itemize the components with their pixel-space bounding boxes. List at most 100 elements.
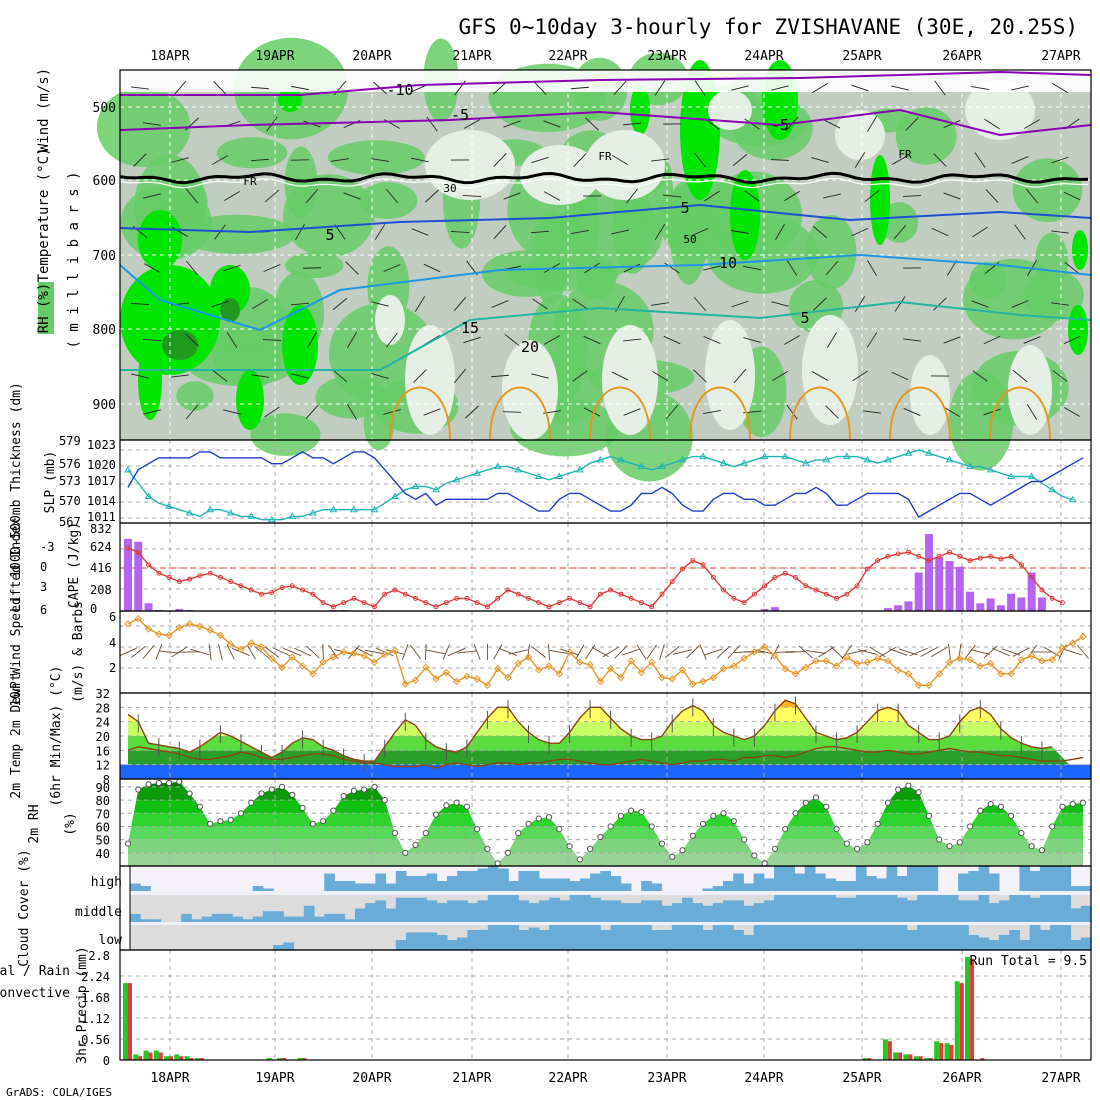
cape-bar [945, 561, 954, 611]
wind-speed-point [452, 677, 461, 686]
precip-tick-label: 1.12 [81, 1012, 110, 1026]
date-label-top: 21APR [452, 49, 491, 64]
thickness-point [185, 509, 194, 516]
cloud-cover-bar [273, 945, 284, 950]
rh-point [196, 803, 203, 810]
lifted-index-point [495, 595, 501, 601]
cloud-cover-bar [733, 930, 744, 950]
cloud-cover-bar [896, 925, 908, 950]
precip-total-bar [266, 1058, 272, 1060]
cloud-cover-bar [763, 878, 775, 891]
wind-speed-point [288, 653, 297, 661]
wind-speed-point [617, 673, 625, 682]
rh-tick-label: 80 [96, 794, 110, 808]
thickness-point [1048, 485, 1057, 493]
rh-shade-saturated [138, 210, 182, 270]
rh-point [802, 799, 809, 806]
cloud-cover-bar [906, 930, 918, 950]
cloud-cover-bar [712, 903, 724, 922]
cloud-cover-bar [446, 900, 458, 922]
wind-barb [251, 374, 269, 378]
wind-barb-10m [1077, 645, 1089, 659]
wind-speed-point [945, 658, 954, 666]
rh-shade-saturated [1068, 305, 1088, 355]
wind-barb-10m [970, 649, 990, 655]
cloud-cover-bar [252, 886, 264, 891]
lifted-index-point [505, 587, 511, 593]
wind-barb [425, 189, 439, 203]
precip-total-bar [133, 1054, 139, 1060]
lifted-index-point [751, 591, 757, 597]
wind-speed-point [935, 670, 943, 678]
cloud-cover-bar [835, 925, 847, 950]
cloud-cover-bar [845, 925, 857, 950]
cloud-cover-bar [825, 878, 836, 891]
cloud-cover-bar [978, 866, 990, 891]
precip-total-bar [893, 1052, 899, 1060]
wind-barb-10m [948, 643, 951, 661]
wind-speed-point [370, 658, 379, 666]
lifted-index-point [587, 604, 593, 610]
cloud-cover-bar [498, 925, 509, 950]
rh-point [884, 799, 891, 806]
thickness-point [267, 515, 276, 523]
temp-contour-minus5 [119, 108, 1092, 137]
precip-total-bar [153, 1050, 159, 1060]
cloud-cover-bar [559, 900, 571, 922]
cloud-cover-bar [508, 895, 519, 922]
cloud-cover-bar [426, 873, 438, 891]
wind-barb [347, 332, 357, 348]
lifted-index-point [803, 583, 809, 589]
cloud-cover-bar [579, 895, 591, 922]
thickness-point [925, 449, 933, 456]
lifted-index-point [885, 553, 891, 559]
cloud-cover-bar [436, 903, 448, 922]
rh-point [320, 818, 327, 825]
lifted-index-point [197, 573, 203, 579]
cloud-cover-bar [998, 935, 1010, 950]
wind-speed-point [381, 650, 389, 659]
thickness-point [555, 472, 564, 480]
wind-barb-10m [254, 645, 269, 659]
wind-barb [854, 152, 866, 168]
wind-speed-point [966, 655, 974, 664]
cape-bar [883, 608, 892, 611]
rh-point [381, 796, 388, 804]
wind-speed-point [832, 662, 841, 670]
wind-barb [171, 374, 189, 378]
cloud-cover-bar [794, 895, 806, 922]
wind-barb [531, 156, 549, 164]
cloud-cover-bar [917, 895, 928, 922]
cape-tick-label: 0 [90, 602, 97, 616]
cloud-cover-bar [426, 900, 438, 922]
lifted-index-point [823, 591, 829, 597]
lifted-index-point [433, 604, 439, 610]
contour-label: 5 [325, 226, 334, 244]
wind-barb [1011, 85, 1029, 91]
wind-barb [426, 116, 438, 132]
wind-barb [143, 263, 161, 273]
wind-barb [493, 81, 507, 95]
wind-barb-10m [983, 645, 998, 659]
cloud-cover-bar [641, 925, 652, 950]
cloud-cover-bar [406, 932, 417, 950]
cloud-cover-bar [968, 871, 980, 891]
thickness-point [144, 492, 153, 499]
cloud-cover-bar [406, 876, 417, 891]
cloud-cover-bar [641, 881, 652, 891]
date-label-bottom: 20APR [352, 1071, 391, 1086]
lifted-index-point [300, 587, 306, 593]
cloud-cover-bar [610, 876, 622, 891]
wind-barb-10m [964, 644, 976, 660]
wind-barb-10m [171, 646, 188, 658]
wind-barb [374, 224, 386, 240]
wind-barb [775, 224, 785, 240]
cloud-cover-bar [1080, 905, 1092, 922]
wind-speed-point [925, 681, 933, 690]
lifted-index-point [330, 604, 336, 610]
precip-total-bar [934, 1041, 940, 1060]
rh-point [1069, 800, 1076, 808]
cloud-cover-bar [416, 897, 427, 922]
wind-barb [343, 192, 361, 200]
wind-speed-point [627, 657, 635, 665]
